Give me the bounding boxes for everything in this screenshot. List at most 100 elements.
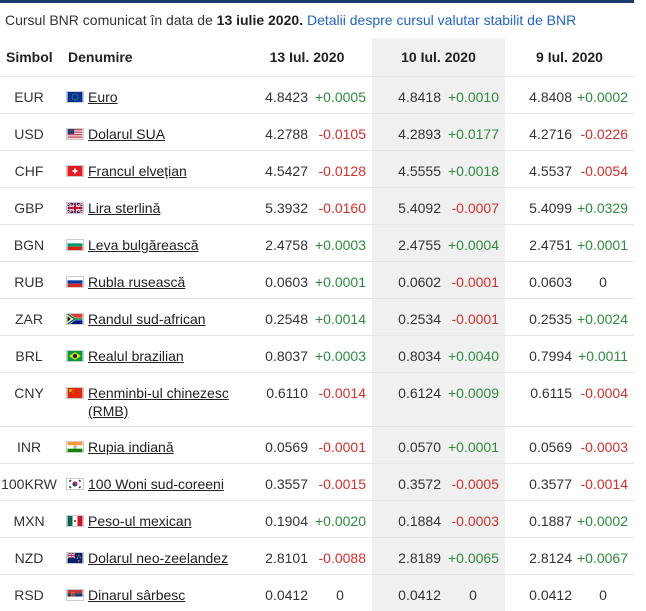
caption-date: 13 iulie 2020.: [216, 12, 304, 28]
rate-9-jul: 0.0569: [529, 438, 572, 455]
change-10-jul: +0.0065: [448, 549, 499, 566]
currency-name-link[interactable]: Randul sud-african: [88, 310, 206, 327]
currency-symbol: CNY: [14, 384, 44, 401]
change-13-jul: -0.0160: [318, 199, 366, 216]
change-10-jul: -0.0007: [451, 199, 499, 216]
change-9-jul: -0.0054: [580, 162, 628, 179]
rate-10-jul: 4.8418: [398, 88, 441, 105]
change-10-jul: +0.0004: [448, 236, 499, 253]
table-row: CNY Renminbi-ul chinezesc (RMB) 0.6110 -0.0…: [0, 372, 634, 426]
currency-symbol: BGN: [13, 236, 45, 253]
table-row: USD Dolarul SUA 4.2788 -0.0105 4.2893 +0.0177…: [0, 113, 634, 150]
change-9-jul: +0.0002: [577, 512, 628, 529]
rate-9-jul: 0.1887: [529, 512, 572, 529]
rate-13-jul: 0.0603: [265, 273, 308, 290]
change-13-jul: +0.0001: [315, 273, 366, 290]
change-10-jul: -0.0005: [451, 475, 499, 492]
rate-10-jul: 2.8189: [398, 549, 441, 566]
change-13-jul: -0.0105: [318, 125, 366, 142]
change-13-jul: -0.0088: [318, 549, 366, 566]
rate-13-jul: 0.3557: [265, 475, 308, 492]
currency-name-link[interactable]: Euro: [88, 88, 118, 105]
kr-flag-icon: [66, 477, 84, 490]
currency-symbol: BRL: [15, 347, 43, 364]
mx-flag-icon: [66, 514, 84, 527]
rate-9-jul: 0.7994: [529, 347, 572, 364]
change-10-jul: +0.0040: [448, 347, 499, 364]
change-9-jul: +0.0011: [578, 347, 628, 364]
rate-9-jul: 0.3577: [529, 475, 572, 492]
caption-text: Cursul BNR comunicat în data de: [5, 12, 217, 28]
currency-name-link[interactable]: Rupia indiană: [88, 438, 174, 455]
table-row: 100KRW 100 Woni sud-coreeni 0.3557 -0.0015 0…: [0, 463, 634, 500]
us-flag-icon: [66, 127, 84, 140]
change-13-jul: 0: [336, 586, 344, 603]
currency-name-link[interactable]: Dolarul SUA: [88, 125, 166, 142]
rate-13-jul: 4.8423: [265, 88, 308, 105]
currency-symbol: MXN: [13, 512, 45, 529]
gb-flag-icon: [66, 201, 84, 214]
table-row: MXN Peso-ul mexican 0.1904 +0.0020 0.1884 -0.…: [0, 500, 634, 537]
rate-9-jul: 4.2716: [529, 125, 572, 142]
currency-name-link[interactable]: Peso-ul mexican: [88, 512, 192, 529]
currency-symbol: RUB: [14, 273, 44, 290]
change-13-jul: +0.0005: [315, 88, 366, 105]
bnr-details-link[interactable]: Detalii despre cursul valutar stabilit d…: [306, 12, 577, 28]
rate-13-jul: 5.3932: [265, 199, 308, 216]
currency-name-link[interactable]: Francul elvețian: [88, 162, 187, 179]
ru-flag-icon: [66, 275, 84, 288]
change-13-jul: +0.0014: [315, 310, 366, 327]
currency-symbol: RSD: [14, 586, 44, 603]
currency-name-link[interactable]: Dolarul neo-zeelandez: [88, 549, 229, 566]
currency-symbol: CHF: [14, 162, 44, 179]
change-10-jul: 0: [469, 586, 477, 603]
table-row: EUR Euro 4.8423 +0.0005 4.8418 +0.0010 4.8408 +…: [0, 76, 634, 113]
rate-13-jul: 2.4758: [265, 236, 308, 253]
change-9-jul: +0.0067: [577, 549, 628, 566]
currency-symbol: GBP: [14, 199, 44, 216]
change-10-jul: +0.0001: [448, 438, 499, 455]
rate-caption: Cursul BNR comunicat în data de 13 iulie…: [5, 10, 635, 32]
currency-symbol: ZAR: [15, 310, 43, 327]
rate-9-jul: 5.4099: [529, 199, 572, 216]
currency-name-link[interactable]: Renminbi-ul chinezesc (RMB): [88, 384, 229, 419]
change-13-jul: +0.0020: [315, 512, 366, 529]
rate-13-jul: 0.1904: [265, 512, 308, 529]
currency-name-link[interactable]: Leva bulgărească: [88, 236, 199, 253]
currency-name-link[interactable]: Dinarul sârbesc: [88, 586, 186, 603]
cn-flag-icon: [66, 386, 84, 399]
rate-9-jul: 0.0603: [529, 273, 572, 290]
rate-10-jul: 0.0412: [398, 586, 441, 603]
rate-10-jul: 0.2534: [398, 310, 441, 327]
header-date-2: 10 Iul. 2020: [401, 48, 476, 65]
rate-10-jul: 5.4092: [398, 199, 441, 216]
currency-name-link[interactable]: 100 Woni sud-coreeni: [88, 475, 224, 492]
table-row: BRL Realul brazilian 0.8037 +0.0003 0.8034 +0…: [0, 335, 634, 372]
rate-13-jul: 0.8037: [265, 347, 308, 364]
change-13-jul: +0.0003: [315, 347, 366, 364]
change-9-jul: +0.0329: [577, 199, 628, 216]
highlight-column: [372, 38, 505, 611]
rate-9-jul: 0.6115: [530, 384, 572, 401]
bg-flag-icon: [66, 238, 84, 251]
rate-10-jul: 2.4755: [398, 236, 441, 253]
rate-10-jul: 0.0570: [398, 438, 441, 455]
rate-9-jul: 0.2535: [529, 310, 572, 327]
change-13-jul: -0.0001: [318, 438, 366, 455]
currency-symbol: 100KRW: [1, 475, 57, 492]
change-13-jul: -0.0014: [318, 384, 366, 401]
currency-symbol: USD: [14, 125, 44, 142]
change-10-jul: +0.0009: [448, 384, 499, 401]
table-row: GBP Lira sterlină 5.3932 -0.0160 5.4092 -0.00…: [0, 187, 634, 224]
rate-10-jul: 4.5555: [398, 162, 441, 179]
header-symbol: Simbol: [6, 48, 53, 65]
change-10-jul: -0.0001: [451, 273, 499, 290]
currency-name-link[interactable]: Lira sterlină: [88, 199, 161, 216]
currency-name-link[interactable]: Realul brazilian: [88, 347, 184, 364]
change-10-jul: -0.0003: [451, 512, 499, 529]
header-name: Denumire: [68, 48, 133, 65]
table-row: INR Rupia indiană 0.0569 -0.0001 0.0570 +0.00…: [0, 426, 634, 463]
rate-10-jul: 0.0602: [398, 273, 441, 290]
rate-9-jul: 2.8124: [529, 549, 572, 566]
currency-name-link[interactable]: Rubla rusească: [88, 273, 186, 290]
